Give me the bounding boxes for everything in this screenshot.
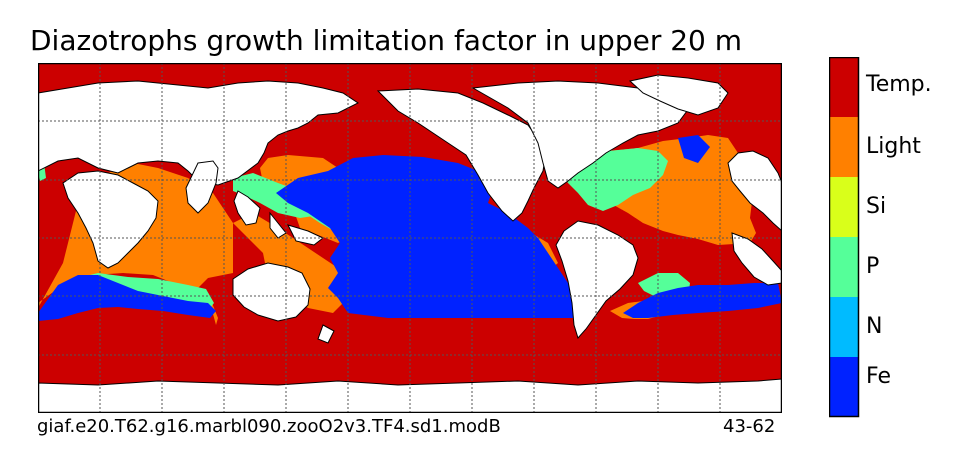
colorbar-swatch-temp <box>829 57 859 117</box>
map-frame <box>38 63 782 413</box>
colorbar-swatch-si <box>829 177 859 237</box>
colorbar-label-light: Light <box>866 134 921 159</box>
year-range-caption: 43-62 <box>723 416 776 437</box>
colorbar-swatch-n <box>829 297 859 357</box>
colorbar-label-si: Si <box>866 194 887 219</box>
colorbar-swatch-fe <box>829 357 859 417</box>
map-title: Diazotrophs growth limitation factor in … <box>30 24 743 57</box>
colorbar-swatch-light <box>829 117 859 177</box>
graticule <box>38 63 782 413</box>
run-name-caption: giaf.e20.T62.g16.marbl090.zooO2v3.TF4.sd… <box>37 416 501 437</box>
colorbar-label-n: N <box>866 314 883 339</box>
colorbar <box>829 57 860 418</box>
colorbar-swatch-p <box>829 237 859 297</box>
colorbar-frame <box>829 57 860 418</box>
colorbar-label-temp: Temp. <box>866 72 932 97</box>
limitation-factor-map <box>38 63 782 413</box>
colorbar-label-fe: Fe <box>866 364 891 389</box>
colorbar-label-p: P <box>866 254 880 279</box>
fe-limited-regions <box>38 135 782 321</box>
